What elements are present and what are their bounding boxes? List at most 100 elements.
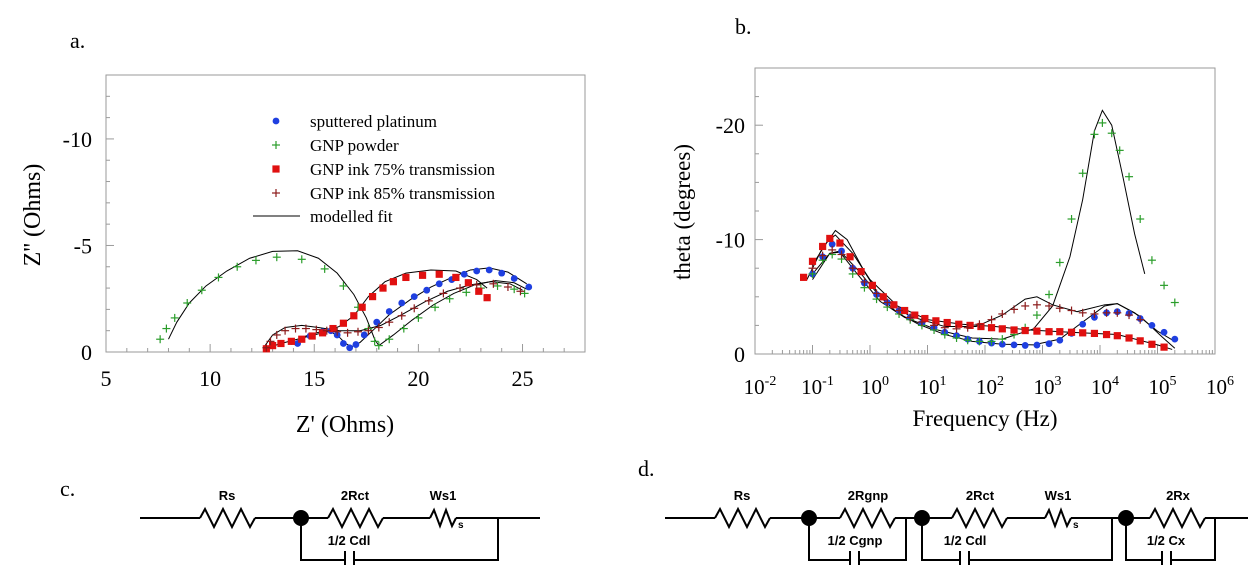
nyquist-point [343,328,352,337]
nyquist-point [298,335,306,343]
bode-point [1010,305,1019,314]
nyquist-point [503,283,512,292]
bode-point [857,268,865,276]
nyquist-point [374,323,383,332]
panel-label-b: b. [735,14,752,39]
nyquist-point [277,339,285,348]
nyquist-point [399,324,408,333]
bode-point [860,277,869,286]
resistor-rs [714,506,771,530]
nyquist-point [339,319,348,327]
nyquist-point [374,341,383,350]
nyquist-x-tick-label: 15 [303,366,325,391]
nyquist-point [493,281,502,290]
bode-point [1067,215,1076,224]
bode-x-tick-label: 101 [919,374,947,399]
bode-point [1136,215,1145,224]
label-2rx-d: 2Rx [1166,488,1191,503]
nyquist-point [329,324,337,333]
nyquist-point [291,324,300,333]
bode-point [818,251,827,260]
bode-point [1136,315,1145,324]
nyquist-plot-frame [105,74,586,353]
resistor-2rgnp [839,506,896,530]
bode-point [1170,298,1179,307]
bode-point [987,337,996,346]
bode-point [1113,308,1122,317]
bode-point [952,324,961,333]
nyquist-point [272,253,281,262]
nyquist-point [368,293,377,301]
bode-point [1079,320,1087,328]
nyquist-point [398,299,406,307]
legend-marker-symbol [272,117,280,125]
nyquist-legend: sputtered platinum GNP powder GNP ink 75… [253,112,495,226]
nyquist-axes [105,74,586,353]
bode-point [998,340,1006,348]
nyquist-point [358,303,366,311]
nyquist-y-tick-label: -10 [63,127,92,152]
bode-point [940,330,949,339]
nyquist-point [170,313,179,322]
bode-point [911,311,919,319]
nyquist-chart: 5 10 15 20 25 0 -5 -10 Z' (Ohms) Z'' (Oh… [20,74,586,438]
bode-point [930,321,939,330]
nyquist-point [385,335,394,344]
bode-point [1148,340,1156,348]
bode-y-axis-label: theta (degrees) [670,144,695,280]
nyquist-point [498,269,506,277]
nyquist-point [266,337,275,346]
legend-marker-gnp-ink-75 [272,165,280,173]
nyquist-point [322,326,331,335]
nyquist-point [389,278,397,286]
bode-point [883,298,892,307]
bode-point [819,242,827,251]
bode-point [1078,169,1087,178]
resistor-2rct [327,506,384,530]
nyquist-point [272,330,281,339]
bode-point [828,245,837,254]
legend-marker-sputtered-platinum [272,117,280,125]
nyquist-point [301,324,310,333]
wire [1125,518,1162,561]
nyquist-point [339,281,348,290]
nyquist-point [379,284,387,292]
nyquist-point [352,341,360,348]
nyquist-point [418,271,427,279]
bode-point [917,317,926,326]
nyquist-point [183,298,192,307]
wire [300,518,345,561]
bode-point [848,264,857,273]
nyquist-point [333,327,342,336]
bode-point [1160,343,1168,351]
bode-point [940,323,949,332]
bode-x-tick-label: 100 [861,374,889,399]
bode-x-tick-label: 10-1 [801,374,834,399]
bode-point [987,315,996,324]
bode-point [998,309,1007,318]
bode-point [975,337,984,346]
panel-label-c: c. [60,476,75,501]
equivalent-circuit-d [665,506,1248,565]
bode-point [837,250,846,259]
nyquist-point [464,279,472,287]
bode-point [1115,146,1124,155]
bode-point [1090,309,1099,318]
bode-point [890,301,898,309]
bode-point [1032,311,1041,320]
bode-y-tick-label: -20 [716,113,745,138]
nyquist-point [423,286,431,294]
legend-marker-symbol [272,141,280,149]
bode-point [1045,328,1053,336]
nyquist-point [214,273,223,282]
nyquist-point [414,313,423,322]
bode-y-tick-label: -10 [716,228,745,253]
bode-point [963,336,972,345]
bode-point [1032,300,1041,309]
label-ws1-c: Ws1 [430,488,457,503]
bode-axes [754,67,1216,355]
bode-point [952,333,961,342]
wire [859,518,907,561]
nyquist-y-tick-label: 0 [81,340,92,365]
wire [921,518,960,561]
